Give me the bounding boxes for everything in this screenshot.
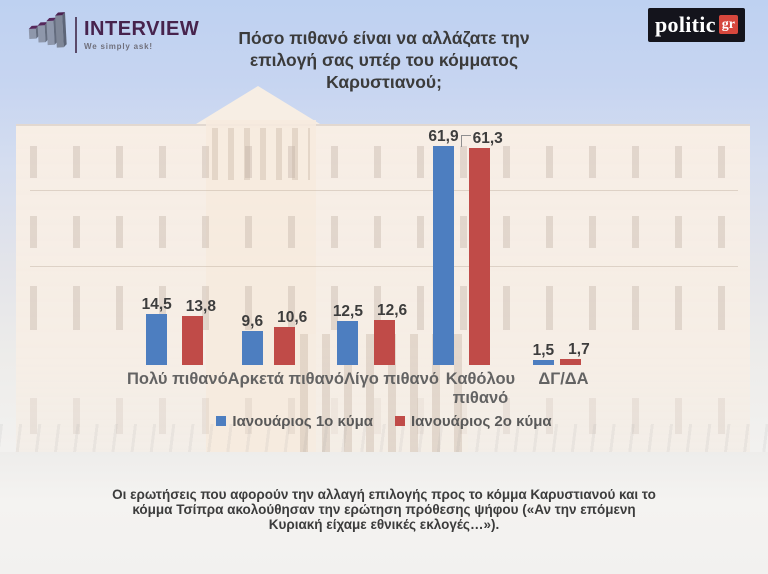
bar-wave2	[273, 327, 295, 365]
bar-column-wave2: 61,3	[460, 130, 503, 365]
politic-logo-gr-badge: gr	[718, 14, 738, 34]
building-cornice-line	[30, 266, 738, 267]
bar-group: 61,9 61,3	[414, 117, 510, 365]
chart-legend: Ιανουάριος 1ο κύμα Ιανουάριος 2ο κύμα	[0, 410, 768, 432]
bar-column-wave2: 1,7	[560, 341, 590, 365]
bar-column-wave2: 13,8	[178, 298, 216, 365]
bar-column-wave2: 10,6	[269, 309, 307, 365]
bar-group: 9,6 10,6	[223, 117, 319, 365]
bar-value-label: 12,6	[376, 301, 408, 319]
background-ground	[0, 452, 768, 574]
bar-value-label: 12,5	[332, 302, 363, 320]
bar-wave2	[469, 148, 491, 365]
bar-chart-plot: 14,5 13,8 9,6 10,6 12,5 1	[127, 117, 605, 365]
bar-wave2	[560, 359, 582, 365]
legend-label: Ιανουάριος 2ο κύμα	[411, 412, 552, 430]
legend-swatch-blue-icon	[216, 416, 227, 426]
category-label: ΔΓ/ΔΑ	[538, 370, 589, 388]
bar-wave1	[432, 146, 454, 365]
bar-wave1	[146, 314, 168, 365]
bar-group: 1,5 1,7	[509, 117, 605, 365]
building-cornice-line	[30, 190, 738, 191]
bar-wave1	[241, 331, 263, 365]
bar-column-wave2: 12,6	[369, 302, 407, 365]
category-label: Αρκετά πιθανό	[227, 370, 344, 388]
building-windows	[30, 216, 738, 248]
interview-logo-text: INTERVIEW	[84, 17, 200, 40]
bar-value-label: 61,3	[460, 129, 503, 147]
bar-wave1	[337, 321, 359, 365]
bar-value-label: 10,6	[277, 308, 308, 326]
bar-column-wave1: 12,5	[332, 302, 363, 365]
bar-wave2	[182, 316, 204, 365]
chart-title: Πόσο πιθανό είναι να αλλάζατε την επιλογ…	[238, 28, 530, 93]
bar-value-label: 1,5	[532, 341, 555, 359]
building-pediment	[196, 86, 320, 124]
interview-logo: INTERVIEW We simply ask!	[28, 10, 199, 59]
bar-value-label: 1,7	[568, 340, 590, 358]
bar-column-wave1: 61,9	[428, 127, 459, 365]
bar-column-wave1: 1,5	[532, 341, 555, 365]
category-label: Καθόλου πιθανό	[445, 370, 516, 408]
logo-separator	[75, 16, 77, 53]
bar-value-label: 9,6	[241, 312, 264, 330]
politic-logo-text: politic	[655, 12, 716, 37]
politic-logo: politic gr	[648, 8, 745, 42]
category-axis: Πολύ πιθανό Αρκετά πιθανό Λίγο πιθανό Κα…	[127, 370, 605, 409]
bar-column-wave1: 14,5	[141, 295, 172, 365]
legend-item-wave2: Ιανουάριος 2ο κύμα	[395, 413, 552, 430]
building-portico-columns	[212, 128, 310, 180]
interview-logo-tagline: We simply ask!	[84, 41, 153, 51]
bar-value-label: 61,9	[428, 127, 459, 145]
bar-group: 14,5 13,8	[127, 117, 223, 365]
bar-chart-3d-icon	[28, 10, 70, 59]
bar-value-label: 14,5	[141, 295, 172, 313]
legend-swatch-red-icon	[395, 416, 405, 426]
bar-value-label: 13,8	[185, 297, 216, 315]
bar-wave2	[373, 320, 395, 365]
category-label: Πολύ πιθανό	[127, 370, 228, 388]
legend-item-wave1: Ιανουάριος 1ο κύμα	[216, 413, 373, 430]
bar-wave1	[532, 360, 554, 365]
bar-column-wave1: 9,6	[241, 312, 264, 365]
category-label: Λίγο πιθανό	[343, 370, 439, 388]
footnote: Οι ερωτήσεις που αφορούν την αλλαγή επιλ…	[112, 487, 656, 533]
bar-group: 12,5 12,6	[318, 117, 414, 365]
legend-label: Ιανουάριος 1ο κύμα	[232, 412, 373, 430]
building-windows	[30, 146, 738, 178]
